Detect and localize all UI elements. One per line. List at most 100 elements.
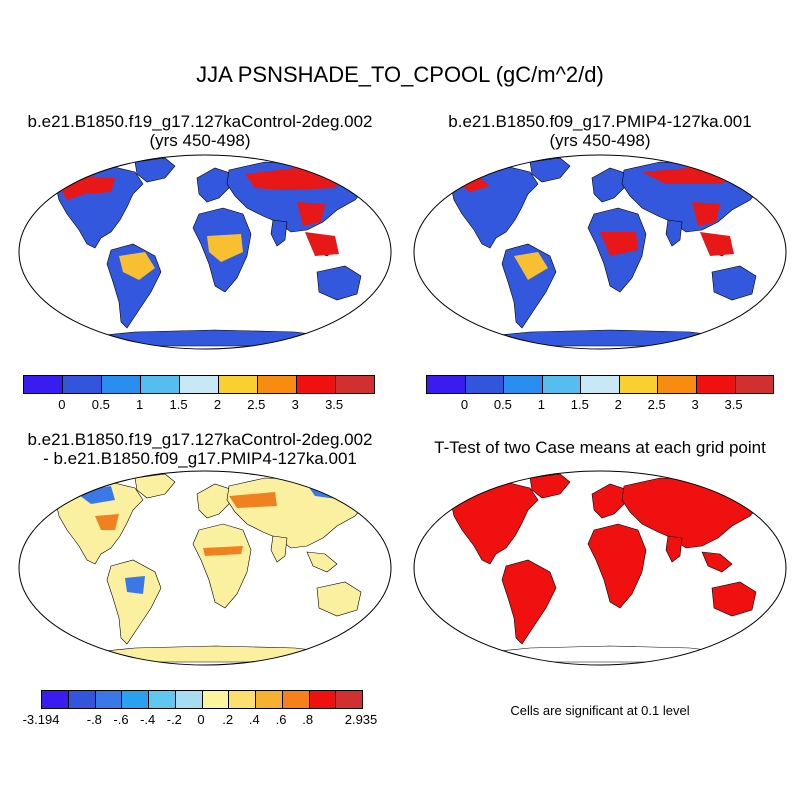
india-landmass <box>665 535 683 563</box>
colorbar-tick-label: 0 <box>460 397 469 412</box>
colorbar-tick-label: .6 <box>275 712 287 727</box>
colorbar-swatch <box>696 376 736 393</box>
colorbar-tick-label: -3.194 <box>22 712 60 727</box>
seasia-high-region <box>700 232 734 256</box>
europe-landmass <box>196 483 234 519</box>
panel4-title: T-Test of two Case means at each grid po… <box>400 438 800 457</box>
colorbar-tick-label: 3.5 <box>325 397 344 412</box>
india-landmass <box>665 219 683 247</box>
amazon-mid-region <box>119 252 155 280</box>
colorbar-swatch <box>24 376 63 393</box>
colorbar-swatch <box>42 691 69 708</box>
map-boundary <box>413 470 787 666</box>
colorbar-swatch <box>735 376 774 393</box>
colorbar-swatch <box>658 376 697 393</box>
colorbar-swatch <box>219 376 258 393</box>
colorbar-swatch <box>309 691 337 708</box>
south-america-landmass <box>501 559 557 645</box>
australia-landmass <box>316 265 362 301</box>
india-landmass <box>270 219 288 247</box>
colorbar-pmip4 <box>426 375 774 394</box>
australia-landmass <box>711 265 757 301</box>
africa-landmass <box>587 523 647 609</box>
china-high-region <box>297 202 325 226</box>
australia-landmass <box>711 581 757 617</box>
europe-landmass <box>591 167 629 203</box>
colorbar-swatch <box>102 376 141 393</box>
colorbar-tick-label: .4 <box>248 712 260 727</box>
colorbar-swatch <box>149 691 176 708</box>
map-panel-control <box>18 154 392 350</box>
europe-landmass <box>591 483 629 519</box>
panel2-title: b.e21.B1850.f09_g17.PMIP4-127ka.001 (yrs… <box>400 112 800 150</box>
colorbar-swatch <box>336 691 362 708</box>
significance-note: Cells are significant at 0.1 level <box>510 703 690 718</box>
map-boundary <box>413 154 787 350</box>
colorbar-swatch <box>180 376 219 393</box>
colorbar-tick-label: 2.935 <box>344 712 378 727</box>
colorbar-swatch <box>68 691 96 708</box>
europe-landmass <box>196 167 234 203</box>
africa-landmass <box>192 523 252 609</box>
south-america-landmass <box>106 559 162 645</box>
colorbar-tick-label: 0 <box>197 712 205 727</box>
colorbar-tick-label: 3 <box>691 397 699 412</box>
colorbar-tick-label: 1 <box>136 397 144 412</box>
panel3-title-line1: b.e21.B1850.f19_g17.127kaControl-2deg.00… <box>27 430 373 449</box>
panel1-title: b.e21.B1850.f19_g17.127kaControl-2deg.00… <box>0 112 400 150</box>
sahel-positive-region <box>203 546 243 556</box>
colorbar-swatch <box>504 376 543 393</box>
panel3-title: b.e21.B1850.f19_g17.127kaControl-2deg.00… <box>0 430 400 468</box>
africa-high-region <box>600 232 638 256</box>
panel2-title-line1: b.e21.B1850.f09_g17.PMIP4-127ka.001 <box>448 112 752 131</box>
greenland-landmass <box>529 157 571 183</box>
amazon-mid-region <box>514 252 548 280</box>
colorbar-swatch <box>336 376 374 393</box>
panel3-title-line2: - b.e21.B1850.f09_g17.PMIP4-127ka.001 <box>43 449 357 468</box>
colorbar-tick-label: 1.5 <box>570 397 589 412</box>
australia-landmass <box>316 581 362 617</box>
colorbar-swatch <box>141 376 180 393</box>
map-boundary <box>18 154 392 350</box>
panel4-title-line1: T-Test of two Case means at each grid po… <box>434 438 766 457</box>
colorbar-tick-label: .8 <box>302 712 314 727</box>
colorbar-tick-label: -.8 <box>86 712 102 727</box>
colorbar-tick-label: 2.5 <box>247 397 266 412</box>
colorbar-tick-label: 2.5 <box>647 397 666 412</box>
eurasia-positive-region <box>229 492 277 508</box>
colorbar-tick-label: .2 <box>222 712 234 727</box>
colorbar-swatch <box>282 691 310 708</box>
china-high-region <box>692 202 720 226</box>
colorbar-swatch <box>229 691 256 708</box>
colorbar-swatch <box>63 376 102 393</box>
panel2-title-line2: (yrs 450-498) <box>549 131 651 150</box>
colorbar-tick-label: 1.5 <box>169 397 188 412</box>
greenland-landmass <box>529 473 571 499</box>
colorbar-swatch <box>122 691 149 708</box>
map-boundary <box>18 470 392 666</box>
colorbar-tick-label: -.2 <box>166 712 182 727</box>
panel1-title-line2: (yrs 450-498) <box>149 131 251 150</box>
colorbar-tick-label: 0 <box>58 397 66 412</box>
colorbar-tick-label: 2 <box>614 397 622 412</box>
colorbar-swatch <box>542 376 582 393</box>
colorbar-tick-label: 0.5 <box>91 397 110 412</box>
map-panel-ttest <box>413 470 787 666</box>
colorbar-tick-label: -.4 <box>140 712 156 727</box>
figure-title: JJA PSNSHADE_TO_CPOOL (gC/m^2/d) <box>196 62 604 87</box>
colorbar-difference <box>41 690 363 709</box>
india-landmass <box>270 535 288 563</box>
colorbar-tick-label: 2 <box>213 397 222 412</box>
colorbar-swatch <box>175 691 203 708</box>
colorbar-tick-label: -.6 <box>113 712 129 727</box>
colorbar-swatch <box>256 691 283 708</box>
colorbar-swatch <box>258 376 297 393</box>
colorbar-swatch <box>427 376 466 393</box>
seasia-high-region <box>305 232 339 256</box>
colorbar-tick-label: 1 <box>537 397 545 412</box>
amazon-negative-region <box>125 576 145 594</box>
colorbar-tick-label: 3 <box>291 397 299 412</box>
greenland-landmass <box>134 473 176 499</box>
usa-positive-region <box>95 514 119 530</box>
africa-mid-region <box>207 234 243 262</box>
